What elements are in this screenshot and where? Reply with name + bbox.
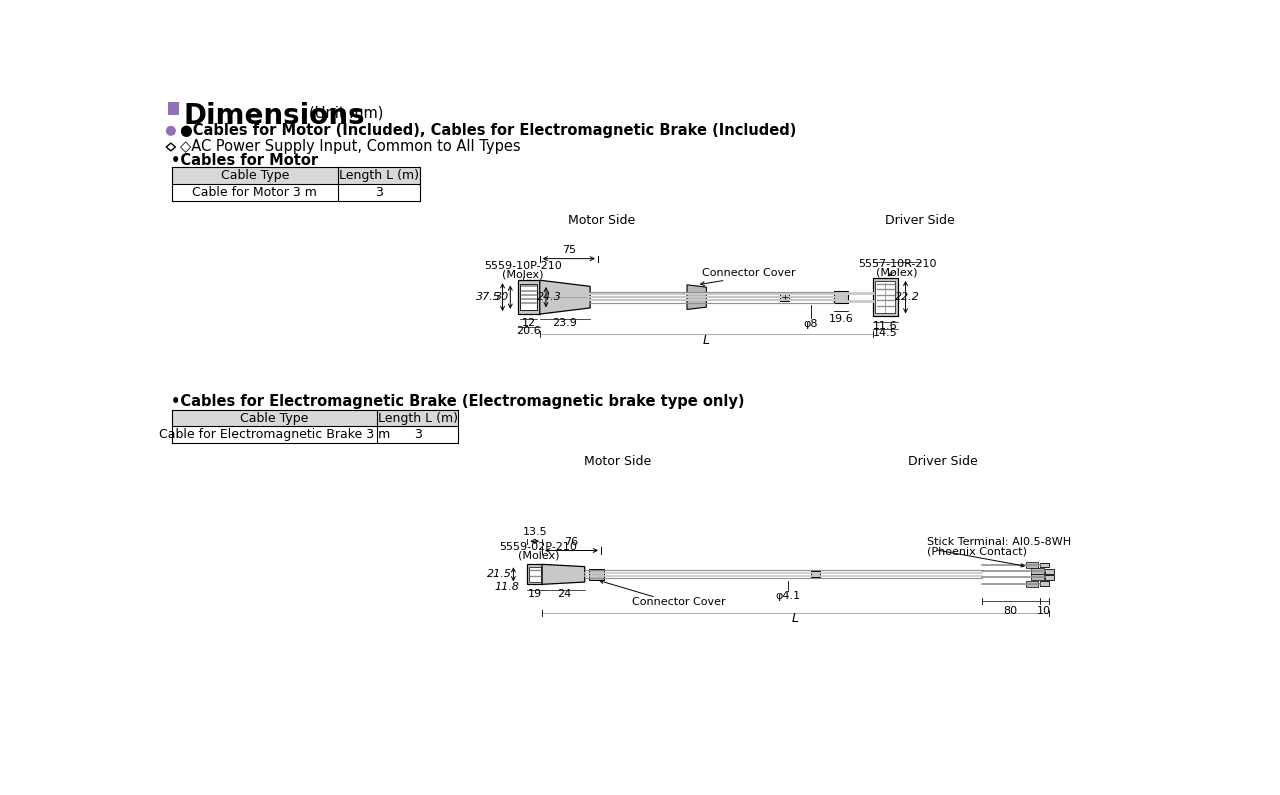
Bar — [780, 293, 790, 301]
Text: 24.3: 24.3 — [536, 292, 562, 302]
Polygon shape — [541, 564, 585, 584]
Text: 11.6: 11.6 — [873, 320, 897, 331]
Text: 19.6: 19.6 — [829, 314, 854, 324]
Bar — [1044, 569, 1055, 573]
Bar — [1039, 581, 1048, 586]
Text: L: L — [703, 334, 710, 347]
Text: 21.5: 21.5 — [486, 569, 512, 580]
Text: 19: 19 — [527, 588, 541, 599]
Bar — [812, 572, 820, 577]
Text: 75: 75 — [562, 245, 576, 254]
Text: Driver Side: Driver Side — [884, 214, 955, 227]
Text: 3: 3 — [413, 429, 421, 441]
Text: 80: 80 — [1004, 606, 1018, 616]
Text: Dimensions: Dimensions — [183, 103, 365, 130]
Text: Motor Side: Motor Side — [584, 456, 650, 468]
Bar — [1025, 580, 1038, 587]
Text: (Molex): (Molex) — [502, 269, 544, 279]
Text: φ4.1: φ4.1 — [776, 591, 800, 601]
Text: φ8: φ8 — [804, 319, 818, 328]
Bar — [1025, 562, 1038, 568]
Text: Motor Side: Motor Side — [568, 214, 635, 227]
Polygon shape — [540, 280, 590, 314]
Bar — [521, 284, 538, 310]
Text: 11.8: 11.8 — [495, 582, 520, 591]
Text: 76: 76 — [564, 537, 579, 547]
Text: Stick Terminal: AI0.5-8WH: Stick Terminal: AI0.5-8WH — [927, 537, 1071, 547]
Text: (Molex): (Molex) — [877, 267, 918, 277]
Bar — [172, 409, 458, 426]
Bar — [1032, 568, 1043, 574]
Text: Cable Type: Cable Type — [241, 412, 308, 425]
Text: Connector Cover: Connector Cover — [703, 268, 796, 278]
Text: (Unit mm): (Unit mm) — [308, 106, 383, 120]
Text: Cable Type: Cable Type — [220, 169, 289, 182]
Text: Connector Cover: Connector Cover — [632, 597, 726, 607]
Bar — [518, 280, 540, 314]
Text: 5557-10R-210: 5557-10R-210 — [858, 259, 936, 269]
Polygon shape — [687, 285, 707, 309]
Bar — [876, 281, 896, 313]
Text: 37.5: 37.5 — [476, 292, 500, 302]
Bar — [873, 278, 897, 316]
Text: 3: 3 — [375, 186, 383, 199]
Bar — [1044, 575, 1055, 580]
Text: (Phoenix Contact): (Phoenix Contact) — [927, 546, 1028, 556]
Text: ●Cables for Motor (Included), Cables for Electromagnetic Brake (Included): ●Cables for Motor (Included), Cables for… — [180, 123, 796, 138]
Text: •Cables for Electromagnetic Brake (Electromagnetic brake type only): •Cables for Electromagnetic Brake (Elect… — [170, 394, 745, 409]
Bar — [172, 167, 420, 184]
Bar — [835, 291, 849, 304]
Text: Length L (m): Length L (m) — [378, 412, 458, 425]
Text: L: L — [792, 612, 799, 626]
Circle shape — [166, 126, 175, 136]
Text: 5559-10P-210: 5559-10P-210 — [484, 262, 562, 271]
Bar — [589, 569, 604, 580]
Bar — [168, 102, 179, 115]
Text: •Cables for Motor: •Cables for Motor — [170, 153, 317, 168]
Text: 12: 12 — [522, 318, 536, 328]
Text: ◇AC Power Supply Input, Common to All Types: ◇AC Power Supply Input, Common to All Ty… — [180, 139, 521, 154]
Bar — [1032, 574, 1043, 580]
Text: 30: 30 — [494, 292, 508, 302]
Text: 5559-02P-210: 5559-02P-210 — [499, 542, 577, 553]
Bar — [527, 564, 541, 584]
Bar — [1039, 563, 1048, 568]
Text: 20.6: 20.6 — [517, 326, 541, 336]
Text: 24: 24 — [557, 588, 571, 599]
Text: 13.5: 13.5 — [522, 527, 547, 537]
Text: 10: 10 — [1037, 606, 1051, 616]
Text: (Molex): (Molex) — [518, 550, 559, 560]
Text: 22.2: 22.2 — [895, 292, 919, 302]
Text: 23.9: 23.9 — [552, 318, 577, 328]
Text: Driver Side: Driver Side — [908, 456, 978, 468]
Text: Length L (m): Length L (m) — [339, 169, 419, 182]
Text: 14.5: 14.5 — [873, 328, 897, 339]
Text: Cable for Electromagnetic Brake 3 m: Cable for Electromagnetic Brake 3 m — [159, 429, 390, 441]
Text: Cable for Motor 3 m: Cable for Motor 3 m — [192, 186, 317, 199]
Bar — [529, 567, 540, 582]
